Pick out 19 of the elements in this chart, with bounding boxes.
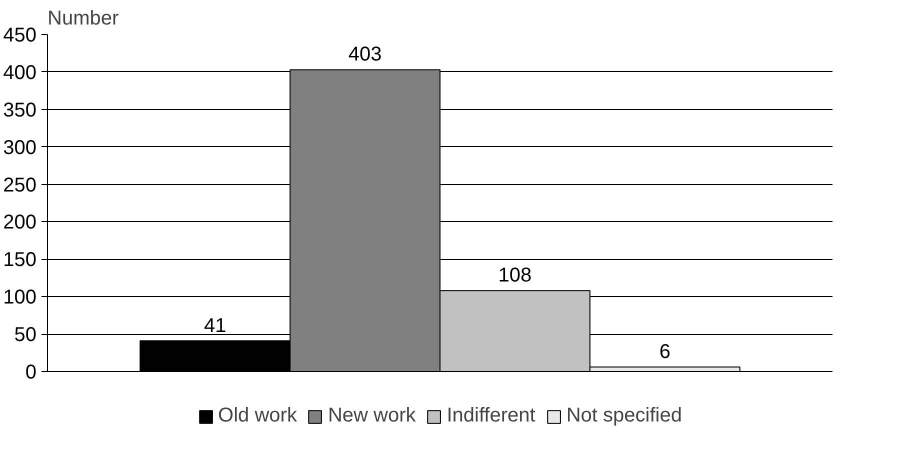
y-tick-label: 50 bbox=[14, 324, 37, 346]
data-label: 41 bbox=[204, 314, 226, 337]
data-label: 108 bbox=[498, 264, 532, 287]
y-tick-label: 250 bbox=[3, 174, 37, 196]
data-label: 403 bbox=[348, 44, 382, 66]
y-tick-label: 300 bbox=[3, 136, 37, 159]
y-axis-title: Number bbox=[48, 8, 119, 30]
y-tick-label: 450 bbox=[3, 24, 37, 46]
legend-label: Indifferent bbox=[446, 404, 536, 428]
y-tick-label: 100 bbox=[3, 286, 37, 309]
y-tick-label: 0 bbox=[25, 362, 36, 384]
y-tick-label: 200 bbox=[3, 212, 37, 234]
legend-label: Old work bbox=[218, 404, 297, 428]
legend-label: New work bbox=[328, 404, 416, 428]
legend-label: Not specified bbox=[566, 404, 682, 428]
y-tick-label: 150 bbox=[3, 249, 37, 272]
data-label: 6 bbox=[659, 341, 670, 364]
y-tick-label: 350 bbox=[3, 99, 37, 122]
y-tick-label: 400 bbox=[3, 62, 37, 84]
